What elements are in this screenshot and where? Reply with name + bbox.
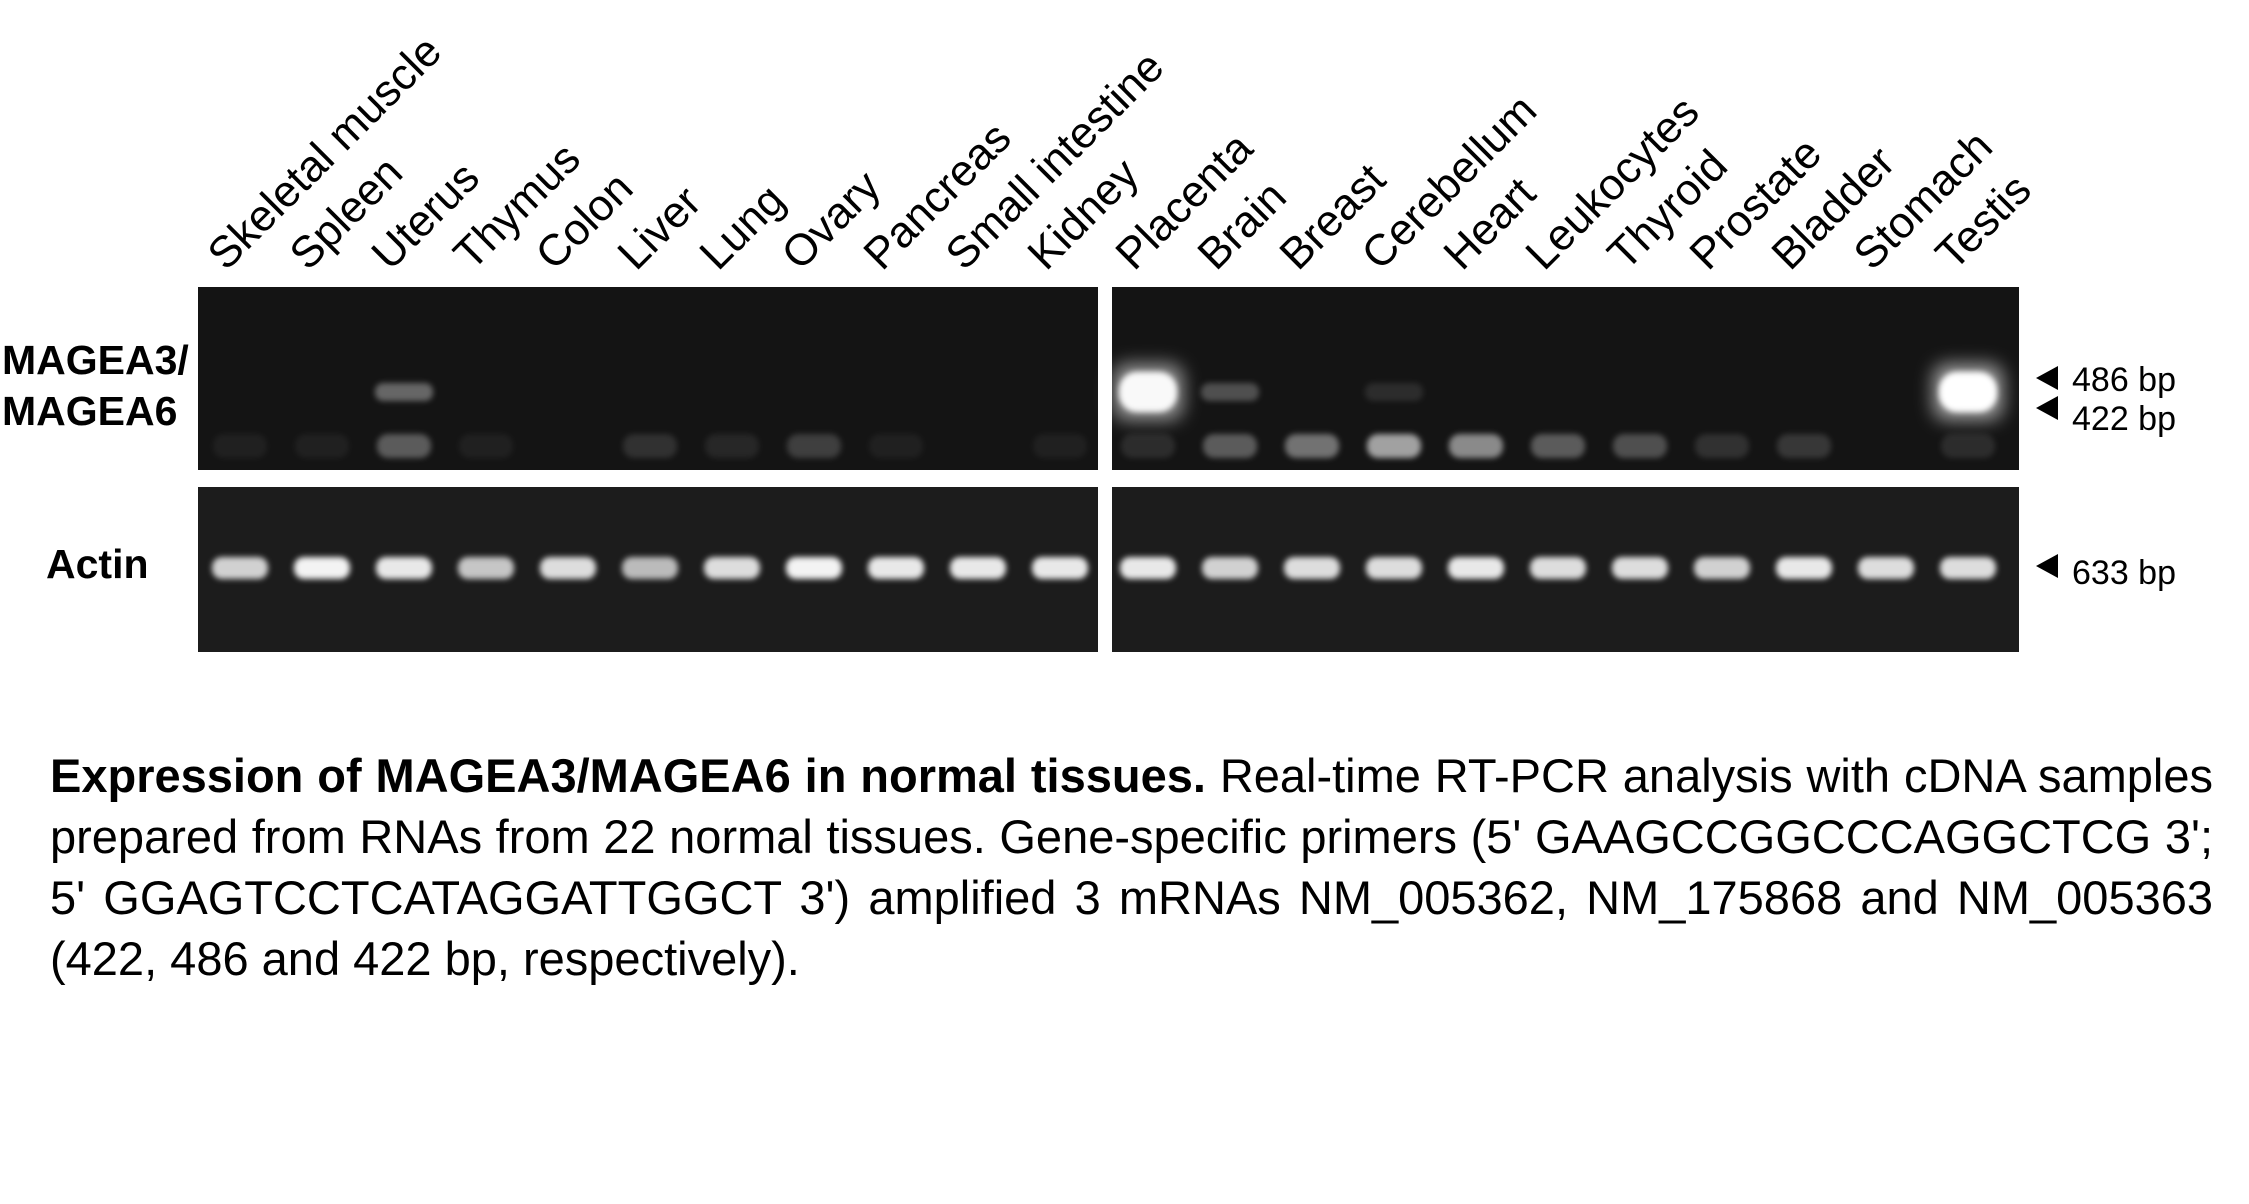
mage-band-422 (787, 434, 841, 458)
mage-band-422 (295, 434, 349, 458)
gel-image: MAGEA3/ MAGEA6 Actin 486 bp 422 bp 633 b… (2, 27, 2176, 652)
mage-band-422 (705, 434, 759, 458)
mage-band-422 (377, 434, 431, 458)
caption-body: Real-time RT-PCR analysis with cDNA samp… (50, 749, 2213, 985)
actin-band-633 (868, 557, 924, 579)
row-label-mage-line2: MAGEA6 (2, 388, 177, 434)
mage-band-422 (1777, 434, 1831, 458)
figure-caption: Expression of MAGEA3/MAGEA6 in normal ti… (50, 745, 2213, 989)
actin-band-633 (1284, 557, 1340, 579)
actin-band-633 (1940, 557, 1996, 579)
mage-band-422 (1695, 434, 1749, 458)
actin-band-633 (1366, 557, 1422, 579)
mage-band-422 (1121, 434, 1175, 458)
mage-band-422 (1203, 434, 1257, 458)
actin-band-633 (1448, 557, 1504, 579)
gel-bands (212, 364, 2003, 579)
mage-band-486 (375, 383, 433, 401)
mage-band-422 (213, 434, 267, 458)
row-label-actin: Actin (46, 541, 149, 587)
caption-title: Expression of MAGEA3/MAGEA6 in normal ti… (50, 749, 1206, 802)
lane-labels: Skeletal muscleSpleenUterusThymusColonLi… (198, 27, 2040, 280)
marker-arrow-422 (2036, 396, 2058, 420)
mage-band-422 (1285, 434, 1339, 458)
actin-band-633 (1530, 557, 1586, 579)
actin-band-633 (1120, 557, 1176, 579)
mage-band-422 (459, 434, 513, 458)
actin-band-633 (704, 557, 760, 579)
mage-band-486 (1119, 372, 1177, 412)
mage-band-422 (623, 434, 677, 458)
actin-band-633 (540, 557, 596, 579)
actin-band-633 (1032, 557, 1088, 579)
mage-band-422 (1531, 434, 1585, 458)
actin-band-633 (458, 557, 514, 579)
mage-band-422 (1941, 434, 1995, 458)
gel-figure: MAGEA3/ MAGEA6 Actin 486 bp 422 bp 633 b… (2, 27, 2176, 652)
actin-band-633 (1202, 557, 1258, 579)
lane-label: Lung (690, 175, 794, 279)
mage-band-422 (1613, 434, 1667, 458)
mage-band-422 (1449, 434, 1503, 458)
mage-band-486 (1365, 383, 1423, 401)
marker-label-633: 633 bp (2072, 554, 2176, 592)
actin-band-633 (1694, 557, 1750, 579)
mage-band-422 (1367, 434, 1421, 458)
row-label-mage-line1: MAGEA3/ (2, 337, 189, 383)
actin-band-633 (622, 557, 678, 579)
actin-band-633 (1858, 557, 1914, 579)
mage-band-486 (1939, 372, 1997, 412)
actin-band-633 (294, 557, 350, 579)
actin-band-633 (376, 557, 432, 579)
actin-band-633 (1612, 557, 1668, 579)
actin-band-633 (212, 557, 268, 579)
actin-band-633 (786, 557, 842, 579)
marker-arrow-633 (2036, 554, 2058, 578)
mage-band-422 (869, 434, 923, 458)
mage-band-486 (1201, 383, 1259, 401)
actin-band-633 (950, 557, 1006, 579)
actin-band-633 (1776, 557, 1832, 579)
mage-band-422 (1033, 434, 1087, 458)
marker-label-486: 486 bp (2072, 361, 2176, 399)
marker-arrow-486 (2036, 366, 2058, 390)
marker-label-422: 422 bp (2072, 400, 2176, 438)
